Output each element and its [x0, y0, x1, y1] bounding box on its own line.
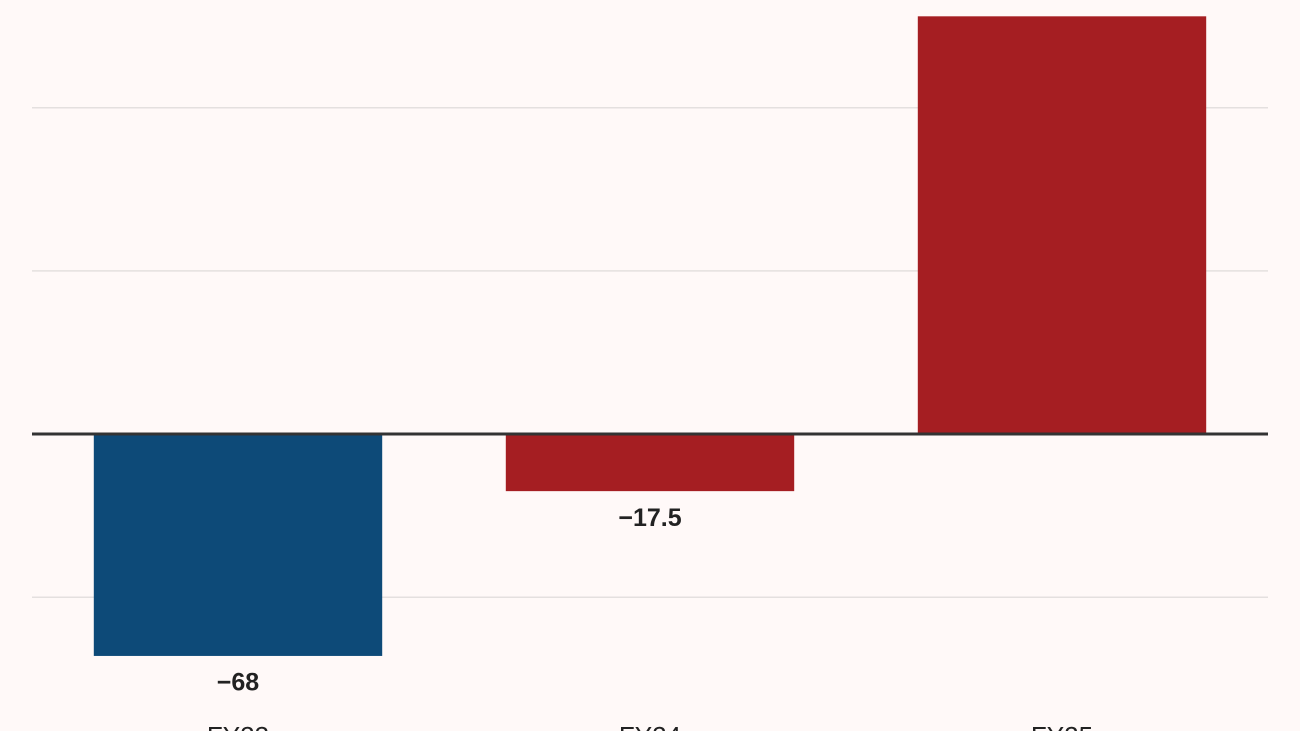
- x-tick-label: FY24: [619, 721, 681, 731]
- x-tick-label: FY25: [1031, 721, 1093, 731]
- bar: [505, 434, 795, 492]
- bar: [93, 434, 383, 656]
- x-tick-label: FY23: [207, 721, 269, 731]
- value-label: −68: [217, 669, 260, 697]
- value-label: −17.5: [618, 504, 681, 532]
- bar: [917, 16, 1207, 435]
